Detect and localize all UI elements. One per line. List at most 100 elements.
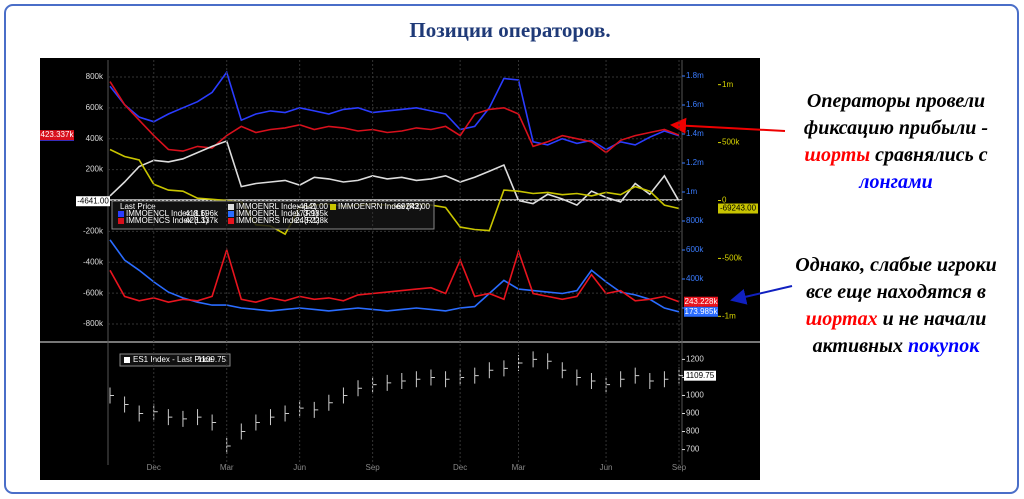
- value-label: -69243.00: [720, 204, 757, 213]
- y-tick-label: 800: [686, 427, 700, 436]
- price-bar: [488, 362, 494, 379]
- x-tick-label: Jun: [293, 463, 306, 472]
- legend: [119, 353, 231, 367]
- price-bar: [167, 409, 173, 426]
- value-label-box: [684, 306, 718, 317]
- legend-label: IMMOENCS Index (L1): [126, 216, 209, 225]
- value-label: -4641.00: [77, 196, 109, 205]
- series-line: [109, 239, 680, 313]
- arrow: [670, 117, 786, 134]
- price-bar: [503, 360, 508, 377]
- x-tick-label: Mar: [512, 463, 526, 472]
- legend-swatch: [228, 218, 234, 224]
- legend-value: 423.337k: [185, 216, 219, 225]
- price-bar: [445, 371, 450, 388]
- value-label-box: [40, 130, 74, 141]
- annotation-part: покупок: [908, 335, 980, 357]
- y-tick-label: 600k: [86, 103, 104, 112]
- legend-swatch: [330, 204, 336, 210]
- price-bar: [649, 373, 654, 390]
- legend-value: -69243.00: [394, 202, 431, 211]
- x-tick-label: Sep: [672, 463, 687, 472]
- y-tick-label: -600k: [83, 288, 104, 297]
- price-bar: [138, 405, 144, 422]
- y-tick-label: 400k: [686, 274, 704, 283]
- value-label-box: [76, 196, 110, 207]
- annotation-part: шорты: [804, 144, 871, 166]
- series-line: [109, 81, 680, 154]
- legend-value: 243.228k: [295, 216, 329, 225]
- price-bar: [663, 371, 669, 388]
- price-bar: [109, 387, 114, 404]
- value-label-box: [684, 370, 716, 381]
- y-tick-label: 500k: [722, 138, 740, 147]
- series-line: [109, 139, 680, 207]
- y-tick-label: -400k: [83, 257, 104, 266]
- price-bar: [357, 380, 363, 397]
- chart-bg: [40, 58, 760, 480]
- price-bar: [430, 369, 435, 386]
- title: Позиции операторов.: [409, 18, 610, 42]
- value-label-box: [718, 203, 758, 214]
- price-bar: [620, 371, 625, 388]
- legend-label: IMMOENRL Index (R1): [236, 209, 319, 218]
- x-tick-label: Jun: [600, 463, 613, 472]
- y-tick-label: 400k: [86, 134, 104, 143]
- y-tick-label: 200k: [86, 165, 104, 174]
- y-tick-label: 700: [686, 445, 700, 454]
- price-bar: [561, 362, 567, 379]
- price-bar: [474, 367, 479, 384]
- price-bar: [328, 394, 333, 411]
- price-bar: [342, 387, 348, 404]
- value-label: 1109.75: [686, 371, 715, 380]
- value-label: 243.228k: [685, 297, 719, 306]
- price-bar: [313, 401, 319, 418]
- legend-swatch: [228, 211, 234, 217]
- annotation-part: сравнялись с: [870, 144, 988, 166]
- legend-value: 173.985k: [295, 209, 329, 218]
- legend-label: IMMOENRS Index (R1): [236, 216, 320, 225]
- legend-swatch: [124, 357, 130, 363]
- plot: 800k 600k 400k 200k 0 -200k -400k -600k -800k 1.8…: [40, 70, 758, 454]
- price-bar: [197, 409, 202, 426]
- y-tick-label: 1m: [686, 187, 697, 196]
- price-bar: [401, 373, 406, 390]
- x-tick-label: Dec: [453, 463, 467, 472]
- y-tick-label: 1200: [686, 355, 704, 364]
- y-tick-label: 1.6m: [686, 100, 704, 109]
- annotation: Однако, слабые игроки все еще находятся …: [782, 252, 1010, 360]
- value-label: 173.985k: [685, 307, 719, 316]
- price-bar: [269, 409, 275, 426]
- legend-value: 1109.75: [198, 355, 227, 364]
- annotation-part: лонгами: [859, 171, 933, 193]
- y-tick-label: -500k: [722, 254, 743, 263]
- frame: [4, 4, 1019, 494]
- value-label: 423.337k: [41, 130, 75, 139]
- value-label-box: [684, 296, 718, 307]
- legend-value: 418.696k: [185, 209, 219, 218]
- legend: [111, 200, 435, 230]
- y-tick-label: -800k: [83, 319, 104, 328]
- series-line: [109, 70, 680, 151]
- price-bar: [415, 371, 421, 388]
- price-bar: [240, 423, 246, 440]
- x-tick-label: Mar: [220, 463, 234, 472]
- y-tick-label: 1.4m: [686, 129, 704, 138]
- legend-swatch: [118, 218, 124, 224]
- price-bar: [211, 414, 217, 431]
- y-tick-label: -1m: [722, 311, 736, 320]
- y-tick-label: 800k: [686, 216, 704, 225]
- legend-value: -4641.00: [296, 202, 328, 211]
- y-tick-label: 0: [722, 196, 727, 205]
- annotation-part: шортах: [805, 308, 878, 330]
- y-tick-label: 1.2m: [686, 158, 704, 167]
- y-tick-label: 1.8m: [686, 71, 704, 80]
- price-bar: [182, 410, 187, 427]
- series-line: [109, 247, 680, 304]
- legend-swatch: [118, 211, 124, 217]
- annotation-part: Операторы провели фиксацию прибыли -: [803, 90, 989, 139]
- arrow: [730, 285, 793, 305]
- annotation-part: Однако, слабые игроки все еще находятся …: [795, 254, 997, 303]
- legend-label: IMMOENCL Index (L1): [126, 209, 207, 218]
